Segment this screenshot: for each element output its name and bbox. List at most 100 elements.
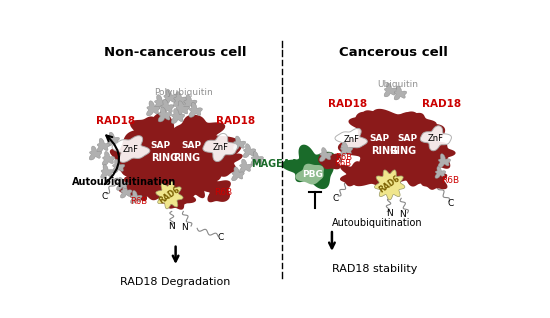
- Polygon shape: [438, 154, 450, 168]
- Polygon shape: [335, 128, 367, 151]
- Polygon shape: [420, 126, 452, 151]
- Polygon shape: [89, 146, 102, 160]
- Text: SAP: SAP: [397, 134, 417, 143]
- Text: MAGEA4: MAGEA4: [251, 159, 297, 169]
- Text: N: N: [399, 210, 406, 219]
- Polygon shape: [232, 167, 244, 181]
- Polygon shape: [117, 177, 128, 190]
- Polygon shape: [233, 136, 246, 150]
- Text: Non-cancerous cell: Non-cancerous cell: [104, 46, 247, 59]
- Polygon shape: [384, 83, 397, 97]
- Polygon shape: [349, 110, 399, 144]
- Polygon shape: [107, 132, 119, 146]
- Polygon shape: [368, 109, 445, 180]
- Text: C: C: [333, 194, 339, 203]
- Text: C: C: [102, 191, 108, 201]
- Text: PBG: PBG: [302, 170, 323, 179]
- Text: Polyubiquitin: Polyubiquitin: [154, 87, 213, 97]
- Text: C: C: [447, 199, 454, 208]
- Text: SAP: SAP: [370, 134, 390, 143]
- Text: RAD18: RAD18: [216, 115, 255, 126]
- Polygon shape: [97, 138, 109, 152]
- Text: N: N: [386, 209, 393, 218]
- Polygon shape: [295, 164, 324, 184]
- Polygon shape: [119, 175, 154, 201]
- Text: RING: RING: [389, 146, 416, 156]
- Polygon shape: [159, 182, 196, 210]
- Polygon shape: [203, 178, 231, 202]
- Text: ZnF: ZnF: [212, 143, 228, 152]
- Polygon shape: [155, 95, 168, 110]
- Polygon shape: [176, 101, 189, 116]
- Polygon shape: [102, 151, 115, 165]
- Polygon shape: [435, 166, 446, 178]
- Polygon shape: [243, 144, 256, 158]
- Text: R6B: R6B: [441, 176, 459, 185]
- Polygon shape: [251, 151, 263, 165]
- Text: RING: RING: [371, 146, 398, 156]
- Polygon shape: [110, 142, 147, 176]
- Polygon shape: [184, 95, 197, 110]
- Text: R6B: R6B: [130, 197, 147, 206]
- Text: RING: RING: [173, 153, 200, 163]
- Text: RAD18 stability: RAD18 stability: [332, 264, 417, 274]
- Polygon shape: [340, 142, 353, 156]
- Polygon shape: [202, 144, 243, 177]
- Polygon shape: [158, 107, 172, 122]
- Text: R6B: R6B: [214, 188, 233, 197]
- Polygon shape: [174, 92, 187, 107]
- Text: N: N: [168, 222, 175, 231]
- Text: R6B: R6B: [334, 159, 351, 168]
- Polygon shape: [354, 157, 404, 187]
- Polygon shape: [161, 99, 174, 114]
- Polygon shape: [318, 152, 340, 169]
- Polygon shape: [120, 185, 132, 198]
- Text: Autoubiquitination: Autoubiquitination: [332, 218, 422, 228]
- Polygon shape: [419, 163, 448, 190]
- Polygon shape: [320, 148, 332, 162]
- Text: C: C: [217, 233, 223, 242]
- FancyArrowPatch shape: [104, 135, 119, 184]
- Polygon shape: [419, 139, 455, 169]
- Polygon shape: [394, 86, 406, 100]
- Polygon shape: [171, 108, 185, 123]
- Polygon shape: [130, 190, 142, 204]
- Polygon shape: [176, 163, 218, 205]
- Polygon shape: [390, 112, 437, 145]
- Text: RING: RING: [151, 153, 178, 163]
- Polygon shape: [156, 182, 183, 209]
- Polygon shape: [203, 134, 238, 162]
- Polygon shape: [239, 159, 252, 173]
- Polygon shape: [375, 170, 405, 200]
- Polygon shape: [146, 123, 242, 193]
- Polygon shape: [112, 136, 150, 162]
- Text: ZnF: ZnF: [343, 135, 359, 144]
- Text: RAD18 Degradation: RAD18 Degradation: [120, 277, 231, 287]
- Polygon shape: [173, 115, 226, 153]
- Text: RAD18: RAD18: [328, 99, 367, 109]
- Polygon shape: [147, 101, 160, 116]
- Text: Ubiquitin: Ubiquitin: [377, 80, 418, 89]
- Polygon shape: [338, 112, 421, 188]
- Text: Autoubiquitination: Autoubiquitination: [72, 177, 176, 187]
- Polygon shape: [282, 145, 336, 189]
- Text: ZnF: ZnF: [123, 145, 139, 154]
- Text: ZnF: ZnF: [428, 134, 444, 143]
- Text: N: N: [182, 223, 188, 232]
- Text: RAD18: RAD18: [422, 99, 461, 109]
- Text: R6B: R6B: [335, 153, 352, 162]
- Text: RAD6: RAD6: [157, 185, 182, 206]
- Text: SAP: SAP: [150, 142, 170, 150]
- Polygon shape: [101, 164, 113, 178]
- Polygon shape: [340, 161, 368, 186]
- Polygon shape: [116, 112, 205, 187]
- Text: Cancerous cell: Cancerous cell: [339, 46, 448, 59]
- Polygon shape: [128, 116, 176, 155]
- Text: SAP: SAP: [181, 142, 201, 150]
- Polygon shape: [163, 89, 177, 104]
- Polygon shape: [112, 159, 125, 173]
- Polygon shape: [189, 102, 202, 117]
- Text: RAD6: RAD6: [377, 174, 402, 195]
- Text: RAD18: RAD18: [96, 115, 135, 126]
- Polygon shape: [388, 155, 432, 187]
